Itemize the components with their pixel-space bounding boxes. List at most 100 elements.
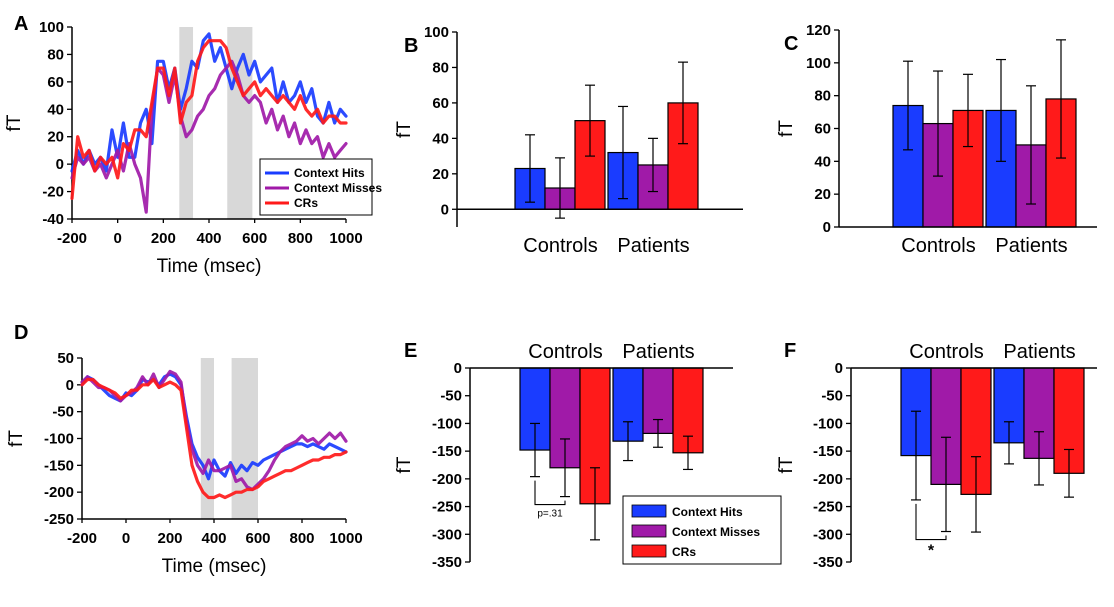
- y-axis-label: fT: [6, 430, 27, 447]
- y-tick-label: -350: [432, 554, 462, 571]
- y-tick-label: 0: [441, 201, 449, 218]
- panel-b: BfT 0 20 40 60 80 100 Controls Patients: [394, 24, 743, 257]
- y-tick-label: 40: [47, 101, 64, 118]
- panel-c: CfT 0 20 40 60 80 100 120 Controls Patients: [776, 22, 1097, 257]
- y-tick-label: -150: [432, 443, 462, 460]
- y-tick-label: 20: [432, 166, 449, 183]
- x-tick-label: 0: [113, 230, 121, 247]
- x-tick-label: 600: [245, 530, 270, 547]
- y-tick-label: -250: [813, 499, 843, 516]
- y-tick-label: 100: [39, 19, 64, 36]
- panel-letter: E: [404, 340, 417, 362]
- y-tick-label: -150: [44, 457, 74, 474]
- category-label: Patients: [995, 235, 1067, 257]
- y-tick-label: -40: [42, 211, 64, 228]
- legend-label: Context Misses: [294, 181, 382, 195]
- significance-bracket: [534, 480, 566, 506]
- y-tick-label: 60: [814, 121, 831, 138]
- y-tick-label: -50: [52, 404, 74, 421]
- series-line-context-hits: [80, 372, 348, 481]
- x-tick-label: 800: [289, 530, 314, 547]
- y-tick-label: -300: [432, 526, 462, 543]
- y-tick-label: -300: [813, 526, 843, 543]
- y-tick-label: 120: [806, 22, 831, 39]
- y-tick-label: 80: [814, 88, 831, 105]
- x-tick-label: 200: [151, 230, 176, 247]
- y-axis-label: fT: [776, 456, 797, 473]
- legend-label: Context Hits: [672, 505, 743, 519]
- panel-letter: F: [784, 340, 796, 362]
- category-label: Controls: [528, 341, 602, 363]
- x-tick-label: 200: [157, 530, 182, 547]
- y-tick-label: -350: [813, 554, 843, 571]
- panel-letter: C: [784, 33, 798, 55]
- legend-label: CRs: [294, 196, 318, 210]
- y-tick-label: -100: [44, 431, 74, 448]
- panel-f: FfT -350 -300 -250 -200 -150 -100 -50 0 Controls P…: [776, 340, 1097, 571]
- category-label: Controls: [901, 235, 975, 257]
- y-tick-label: 80: [432, 59, 449, 76]
- series-line-context-hits: [70, 32, 348, 173]
- legend-swatch: [631, 524, 667, 538]
- y-tick-label: 80: [47, 46, 64, 63]
- y-tick-label: -100: [432, 415, 462, 432]
- x-tick-label: -200: [57, 230, 87, 247]
- significance-label: p=.31: [537, 509, 563, 520]
- x-tick-label: 800: [288, 230, 313, 247]
- x-tick-label: -200: [67, 530, 97, 547]
- y-tick-label: -50: [821, 388, 843, 405]
- legend-label: Context Hits: [294, 166, 365, 180]
- y-tick-label: 60: [47, 74, 64, 91]
- x-tick-label: 1000: [329, 230, 362, 247]
- shaded-window: [231, 358, 258, 519]
- y-tick-label: 50: [57, 350, 74, 367]
- significance-bracket: [915, 503, 947, 541]
- y-tick-label: 0: [823, 219, 831, 236]
- y-tick-label: 60: [432, 95, 449, 112]
- y-axis-label: fT: [394, 121, 415, 138]
- series-line-context-misses: [70, 59, 348, 214]
- panel-d: DfT -250 -200 -150 -100 -50 0 50 -200 0 200 400 600 8…: [6, 322, 363, 577]
- y-tick-label: -100: [813, 415, 843, 432]
- y-tick-label: -50: [440, 388, 462, 405]
- category-label: Patients: [1003, 341, 1075, 363]
- category-label: Patients: [617, 235, 689, 257]
- y-tick-label: -250: [432, 499, 462, 516]
- series-line-crs: [70, 39, 348, 200]
- panel-letter: D: [14, 322, 28, 344]
- y-axis-label: fT: [776, 120, 797, 137]
- y-tick-label: 0: [56, 156, 64, 173]
- y-tick-label: -200: [44, 484, 74, 501]
- y-tick-label: 20: [47, 129, 64, 146]
- significance-label: *: [928, 543, 935, 560]
- y-axis-label: fT: [4, 114, 25, 131]
- y-tick-label: 40: [814, 153, 831, 170]
- x-tick-label: 400: [201, 530, 226, 547]
- legend-swatch: [631, 504, 667, 518]
- panel-letter: B: [404, 35, 418, 57]
- category-label: Patients: [622, 341, 694, 363]
- legend: Context Hits Context Misses CRs: [622, 495, 782, 565]
- panel-e: EfT -350 -300 -250 -200 -150 -100 -50 0 Controls P…: [394, 340, 782, 571]
- panel-letter: A: [14, 13, 28, 35]
- y-tick-label: 0: [66, 377, 74, 394]
- y-tick-label: 0: [454, 360, 462, 377]
- category-label: Controls: [523, 235, 597, 257]
- legend-label: CRs: [672, 545, 696, 559]
- x-tick-label: 400: [196, 230, 221, 247]
- y-tick-label: -150: [813, 443, 843, 460]
- shaded-window: [200, 358, 214, 519]
- series-line-crs: [80, 377, 348, 500]
- x-tick-label: 0: [122, 530, 130, 547]
- y-tick-label: 100: [424, 24, 449, 41]
- y-axis-label: fT: [394, 456, 415, 473]
- x-axis-label: Time (msec): [162, 556, 267, 577]
- y-tick-label: 0: [835, 360, 843, 377]
- y-tick-label: -200: [432, 471, 462, 488]
- x-axis-label: Time (msec): [157, 256, 262, 277]
- y-tick-label: 100: [806, 55, 831, 72]
- x-tick-label: 1000: [329, 530, 362, 547]
- legend-label: Context Misses: [672, 525, 760, 539]
